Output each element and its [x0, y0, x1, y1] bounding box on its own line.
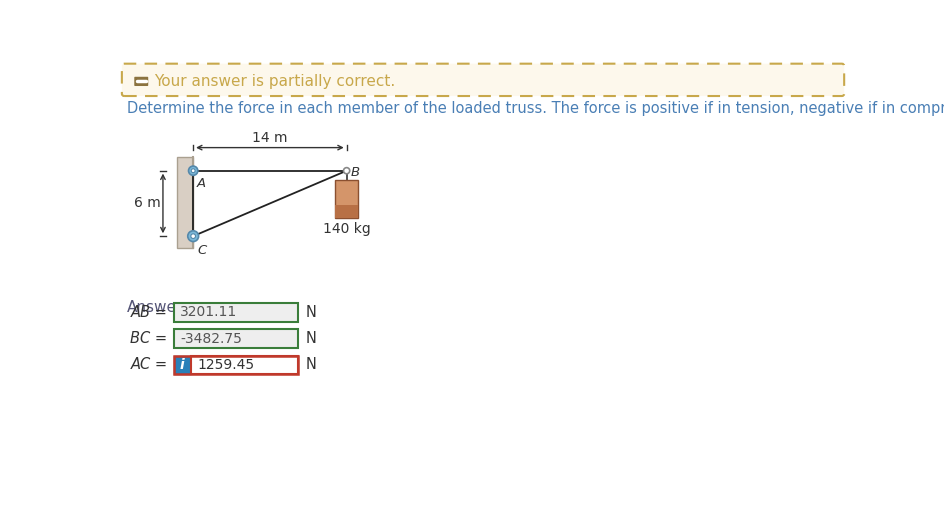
Text: Determine the force in each member of the loaded truss. The force is positive if: Determine the force in each member of th…: [127, 100, 944, 116]
Text: N: N: [306, 357, 316, 372]
Bar: [191, 356, 297, 374]
Circle shape: [189, 166, 198, 175]
Bar: [174, 303, 297, 322]
Circle shape: [192, 169, 195, 173]
FancyBboxPatch shape: [122, 64, 844, 96]
Circle shape: [188, 231, 198, 241]
Text: AB =: AB =: [130, 305, 168, 320]
FancyBboxPatch shape: [134, 77, 148, 86]
Text: B: B: [350, 166, 360, 179]
Bar: [335, 205, 359, 219]
Text: 14 m: 14 m: [252, 130, 288, 144]
Bar: [174, 356, 297, 374]
Text: 140 kg: 140 kg: [323, 222, 370, 235]
Text: AC =: AC =: [130, 357, 168, 372]
Text: Answers:: Answers:: [127, 300, 196, 315]
Text: 6 m: 6 m: [134, 196, 160, 211]
Text: BC =: BC =: [130, 331, 168, 346]
Text: N: N: [306, 305, 316, 320]
Text: i: i: [180, 358, 185, 372]
Text: N: N: [306, 331, 316, 346]
Circle shape: [344, 168, 349, 174]
Bar: [335, 180, 359, 219]
Text: Your answer is partially correct.: Your answer is partially correct.: [154, 74, 395, 89]
Bar: [177, 157, 194, 248]
Text: 3201.11: 3201.11: [180, 306, 237, 319]
Bar: [174, 356, 191, 374]
Circle shape: [191, 234, 195, 238]
Text: 1259.45: 1259.45: [197, 358, 254, 372]
Text: -3482.75: -3482.75: [180, 332, 242, 345]
Text: A: A: [197, 177, 206, 190]
Text: C: C: [197, 244, 207, 257]
Bar: [174, 329, 297, 348]
